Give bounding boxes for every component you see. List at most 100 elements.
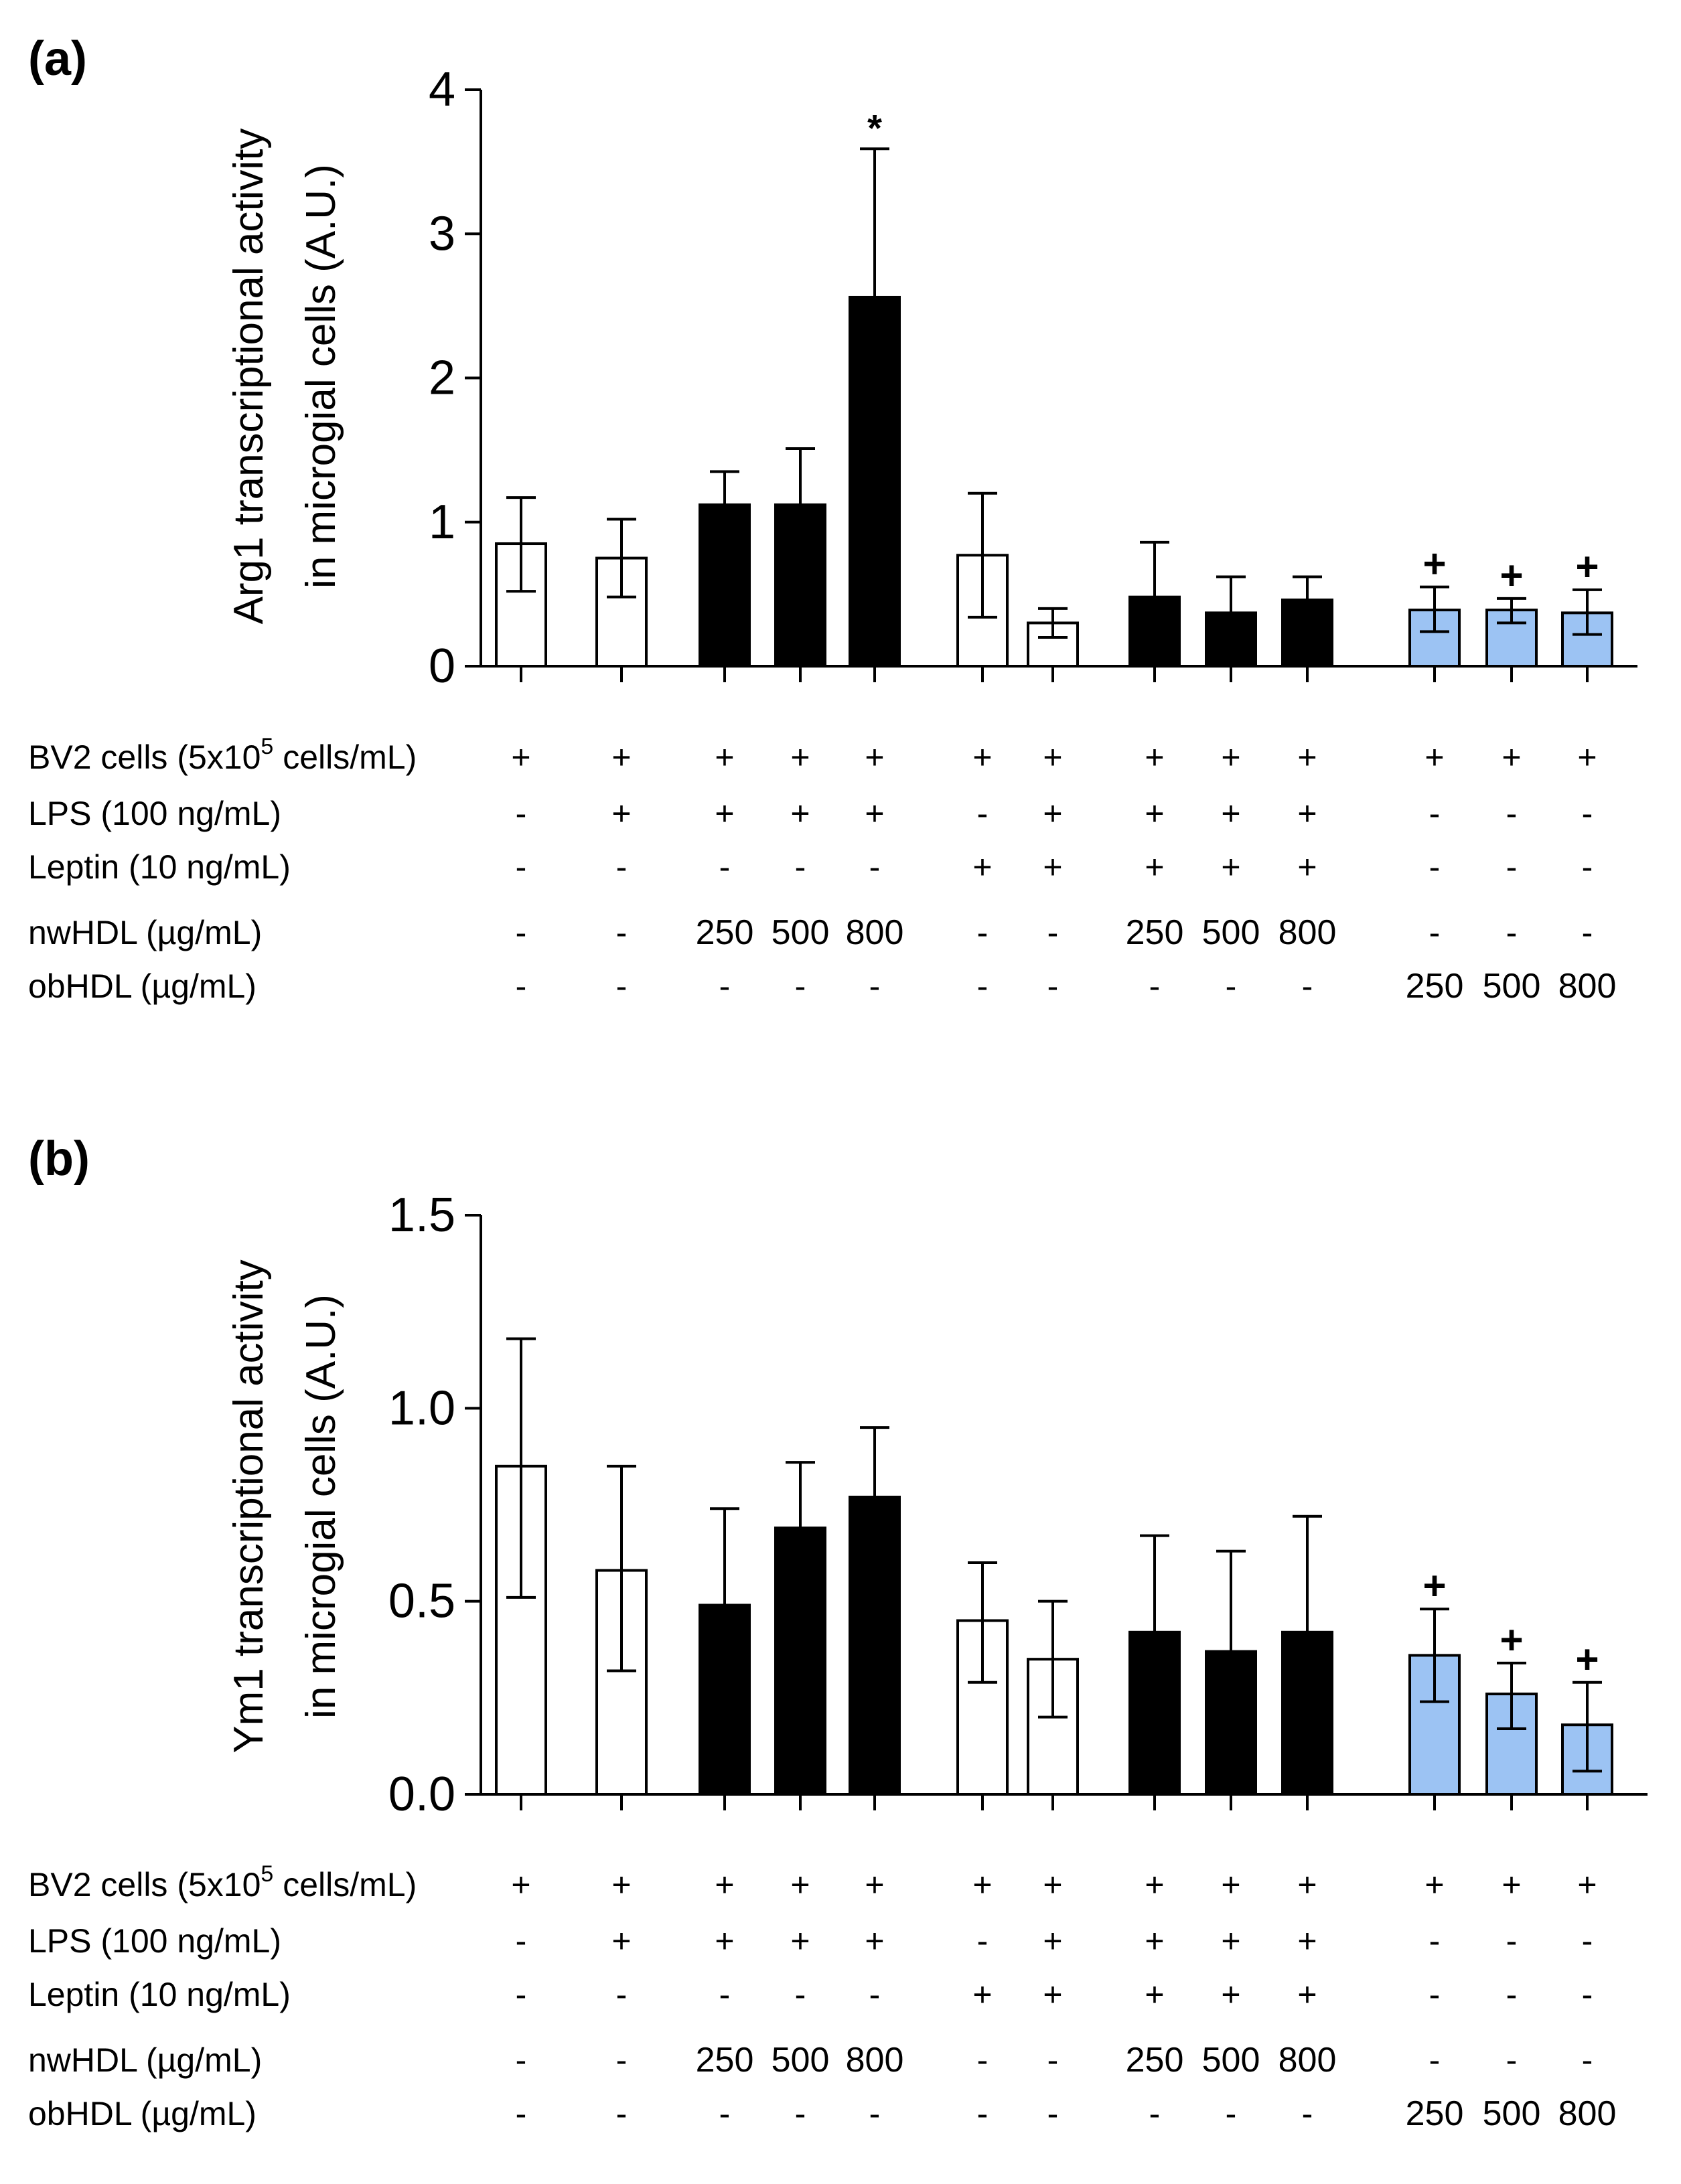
- treatment-cell: +: [715, 738, 734, 776]
- treatment-label-text: LPS (100 ng/mL): [28, 795, 281, 832]
- bar: [1128, 1630, 1181, 1796]
- bar: [699, 1604, 751, 1796]
- treatment-cell: +: [972, 738, 992, 776]
- bar-group: [595, 518, 648, 682]
- treatment-cell: 500: [1202, 2041, 1260, 2080]
- y-tick-label: 3: [429, 207, 455, 260]
- treatment-cell: +: [790, 738, 810, 776]
- treatment-cell: -: [1582, 914, 1593, 951]
- treatment-row-label: obHDL (µg/mL): [28, 2095, 257, 2132]
- treatment-row-label: Leptin (10 ng/mL): [28, 1976, 291, 2013]
- bar-group: [1205, 1549, 1257, 1810]
- treatment-cell: -: [1047, 967, 1059, 1005]
- treatment-cell: -: [616, 2095, 628, 2132]
- treatment-table: BV2 cells (5x105 cells/mL) + + + + + + + + + + + + + L…: [28, 734, 1616, 1006]
- bar-group: [1027, 1600, 1079, 1810]
- treatment-cell: -: [616, 2041, 628, 2079]
- bar-group: *: [849, 106, 901, 682]
- treatment-cell: +: [865, 1866, 884, 1903]
- treatment-cell: +: [1297, 848, 1317, 886]
- treatment-cell: -: [616, 1976, 628, 2013]
- treatment-cell: -: [1506, 914, 1518, 951]
- y-axis-title: Arg1 transcriptional activity: [226, 129, 272, 625]
- treatment-cell: +: [1221, 738, 1240, 776]
- treatment-cell: +: [611, 1922, 631, 1960]
- treatment-cell: +: [1221, 1866, 1240, 1903]
- bar-group: [1128, 1534, 1181, 1810]
- treatment-row-label: BV2 cells (5x105 cells/mL): [28, 1861, 417, 1903]
- bar-group: +: [1408, 1563, 1461, 1810]
- y-tick-label: 4: [429, 63, 455, 116]
- bar: [1281, 1630, 1333, 1796]
- treatment-cell: -: [719, 848, 731, 886]
- bar-group: [1281, 575, 1333, 682]
- bar-group: [849, 1426, 901, 1810]
- bar-group: +: [1408, 542, 1461, 682]
- treatment-cell: -: [795, 967, 806, 1005]
- treatment-cell: 800: [1558, 967, 1617, 1006]
- treatment-cell: +: [1043, 1922, 1062, 1960]
- y-tick-label: 1: [429, 495, 455, 549]
- treatment-cell: -: [869, 967, 881, 1005]
- treatment-cell: -: [516, 848, 527, 886]
- significance-plus: +: [1500, 553, 1523, 598]
- bar: [1205, 611, 1257, 668]
- treatment-label-text: obHDL (µg/mL): [28, 967, 257, 1005]
- bar-group: [956, 491, 1009, 682]
- treatment-cell: +: [611, 1866, 631, 1903]
- treatment-cell: +: [1221, 848, 1240, 886]
- significance-plus: +: [1575, 544, 1599, 589]
- treatment-cell: -: [1047, 2095, 1059, 2132]
- y-tick-label: 1.0: [388, 1381, 455, 1435]
- treatment-cell: 250: [1406, 2094, 1464, 2133]
- y-axis-title-line2: in microgial cells (A.U.): [298, 164, 344, 589]
- treatment-cell: +: [790, 795, 810, 832]
- treatment-cell: 250: [1126, 2041, 1184, 2080]
- treatment-cell: 500: [1483, 967, 1541, 1006]
- treatment-cell: -: [1047, 914, 1059, 951]
- treatment-cell: -: [616, 848, 628, 886]
- treatment-table: BV2 cells (5x105 cells/mL) + + + + + + + + + + + + + L…: [28, 1861, 1616, 2133]
- treatment-cell: -: [1226, 967, 1237, 1005]
- treatment-label-text: nwHDL (µg/mL): [28, 2041, 262, 2079]
- treatment-cell: +: [790, 1866, 810, 1903]
- treatment-row-label: Leptin (10 ng/mL): [28, 848, 291, 886]
- treatment-cell: -: [719, 1976, 731, 2013]
- treatment-cell: +: [1297, 795, 1317, 832]
- treatment-label-text: obHDL (µg/mL): [28, 2095, 257, 2132]
- bar: [1027, 1658, 1079, 1796]
- treatment-cell: 250: [1126, 913, 1184, 952]
- bar-group: [1281, 1514, 1333, 1810]
- treatment-cell: 500: [1202, 913, 1260, 952]
- treatment-cell: +: [715, 795, 734, 832]
- bar-group: [1027, 607, 1079, 682]
- treatment-cell: -: [977, 2095, 989, 2132]
- treatment-cell: -: [1149, 967, 1161, 1005]
- panel-a: (a) Arg1 transcriptional activity in micro…: [28, 32, 1637, 1006]
- significance-plus: +: [1500, 1618, 1523, 1662]
- treatment-cell: +: [1043, 848, 1062, 886]
- treatment-cell: 250: [696, 913, 754, 952]
- significance-plus: +: [1575, 1637, 1599, 1682]
- treatment-cell: 800: [846, 913, 904, 952]
- treatment-cell: -: [1429, 848, 1441, 886]
- treatment-cell: 800: [846, 2041, 904, 2080]
- treatment-row-label: LPS (100 ng/mL): [28, 1922, 281, 1960]
- treatment-label-text: Leptin (10 ng/mL): [28, 848, 291, 886]
- treatment-row-label: LPS (100 ng/mL): [28, 795, 281, 832]
- treatment-cell: 250: [696, 2041, 754, 2080]
- treatment-cell: +: [790, 1922, 810, 1960]
- treatment-label-tail: cells/mL): [273, 738, 417, 776]
- treatment-cell: +: [715, 1922, 734, 1960]
- treatment-cell: -: [1302, 2095, 1313, 2132]
- treatment-cell: -: [977, 2041, 989, 2079]
- treatment-cell: +: [1424, 1866, 1444, 1903]
- treatment-cell: -: [1506, 2041, 1518, 2079]
- treatment-cell: -: [795, 848, 806, 886]
- bar: [1128, 595, 1181, 668]
- treatment-row-label: nwHDL (µg/mL): [28, 914, 262, 951]
- treatment-cell: -: [516, 2095, 527, 2132]
- treatment-cell: +: [1145, 1866, 1164, 1903]
- bar-group: [774, 1461, 826, 1810]
